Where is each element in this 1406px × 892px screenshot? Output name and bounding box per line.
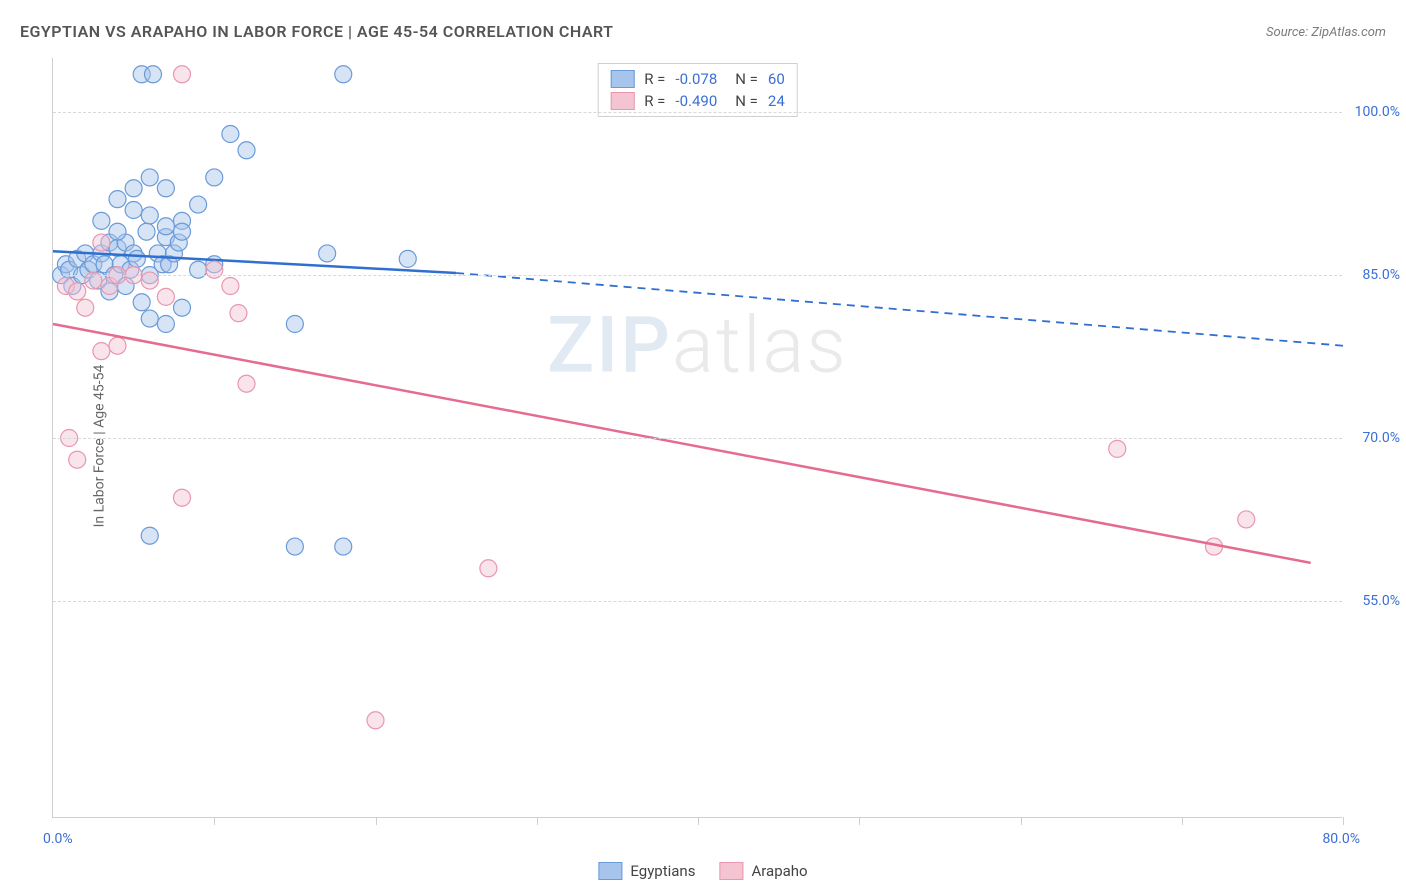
scatter-point [1238, 511, 1255, 528]
n-value: 60 [768, 70, 785, 88]
x-tick [376, 817, 377, 825]
scatter-point [238, 142, 255, 159]
scatter-point [133, 294, 150, 311]
scatter-point [238, 375, 255, 392]
scatter-point [109, 337, 126, 354]
x-axis-min-label: 0.0% [43, 831, 73, 847]
scatter-point [77, 299, 94, 316]
gridline [53, 438, 1342, 439]
legend-series-item: Egyptians [598, 862, 695, 880]
y-tick-label: 85.0% [1362, 267, 1400, 283]
scatter-point [222, 278, 239, 295]
scatter-point [141, 527, 158, 544]
legend-swatch [610, 92, 634, 110]
legend-swatch [598, 862, 622, 880]
gridline [53, 275, 1342, 276]
x-tick [1182, 817, 1183, 825]
x-tick [698, 817, 699, 825]
scatter-point [141, 207, 158, 224]
legend-swatch [719, 862, 743, 880]
scatter-point [125, 202, 142, 219]
n-value: 24 [768, 92, 785, 110]
x-tick [859, 817, 860, 825]
scatter-point [190, 196, 207, 213]
r-value: -0.490 [675, 92, 717, 110]
x-tick [1343, 817, 1344, 825]
scatter-point [93, 343, 110, 360]
scatter-point [157, 316, 174, 333]
scatter-point [109, 191, 126, 208]
gridline [53, 112, 1342, 113]
r-label: R = [644, 70, 665, 88]
legend-series: Egyptians Arapaho [598, 862, 807, 880]
scatter-point [230, 305, 247, 322]
scatter-point [174, 489, 191, 506]
legend-correlation: R = -0.078 N = 60 R = -0.490 N = 24 [597, 63, 798, 117]
gridline [53, 601, 1342, 602]
scatter-point [367, 712, 384, 729]
scatter-point [399, 250, 416, 267]
y-tick-label: 55.0% [1362, 593, 1400, 609]
scatter-point [206, 169, 223, 186]
chart-title: EGYPTIAN VS ARAPAHO IN LABOR FORCE | AGE… [20, 22, 614, 41]
scatter-point [69, 451, 86, 468]
scatter-point [125, 180, 142, 197]
scatter-point [335, 538, 352, 555]
scatter-point [141, 310, 158, 327]
legend-series-label: Egyptians [630, 862, 695, 880]
scatter-point [141, 169, 158, 186]
scatter-point [480, 560, 497, 577]
legend-series-item: Arapaho [719, 862, 807, 880]
scatter-point [1109, 440, 1126, 457]
legend-correlation-row: R = -0.490 N = 24 [610, 92, 785, 110]
scatter-point [335, 66, 352, 83]
x-axis-max-label: 80.0% [1322, 831, 1360, 847]
trend-line-extrapolated [456, 273, 1343, 346]
n-label: N = [735, 70, 758, 88]
scatter-point [174, 66, 191, 83]
correlation-chart: EGYPTIAN VS ARAPAHO IN LABOR FORCE | AGE… [0, 0, 1406, 892]
y-tick-label: 100.0% [1355, 104, 1400, 120]
legend-series-label: Arapaho [751, 862, 807, 880]
x-tick [1021, 817, 1022, 825]
legend-correlation-row: R = -0.078 N = 60 [610, 70, 785, 88]
scatter-point [222, 126, 239, 143]
scatter-point [157, 218, 174, 235]
scatter-point [157, 288, 174, 305]
scatter-point [93, 212, 110, 229]
scatter-point [286, 316, 303, 333]
plot-area: ZIPatlas R = -0.078 N = 60 R = -0.490 N … [52, 58, 1342, 818]
r-label: R = [644, 92, 665, 110]
source-attribution: Source: ZipAtlas.com [1266, 25, 1386, 40]
legend-swatch [610, 70, 634, 88]
scatter-point [93, 234, 110, 251]
scatter-point [174, 223, 191, 240]
x-tick [214, 817, 215, 825]
x-tick [537, 817, 538, 825]
scatter-point [109, 223, 126, 240]
n-label: N = [735, 92, 758, 110]
scatter-point [157, 180, 174, 197]
r-value: -0.078 [675, 70, 717, 88]
scatter-point [69, 283, 86, 300]
scatter-point [174, 299, 191, 316]
scatter-point [144, 66, 161, 83]
scatter-point [128, 250, 145, 267]
scatter-point [286, 538, 303, 555]
y-tick-label: 70.0% [1362, 430, 1400, 446]
scatter-point [138, 223, 155, 240]
scatter-point [319, 245, 336, 262]
